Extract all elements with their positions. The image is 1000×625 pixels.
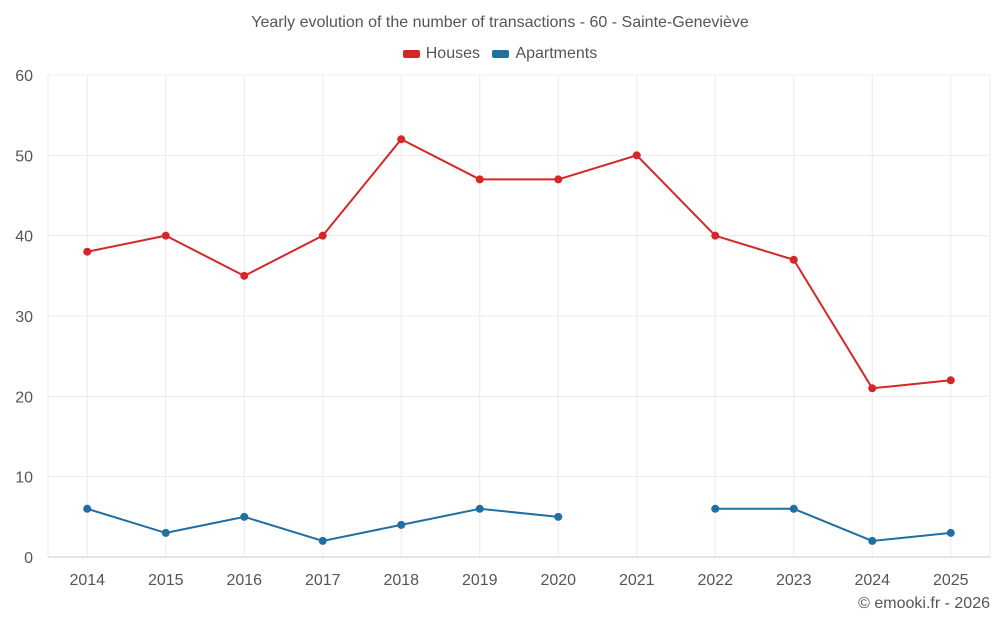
legend: Houses Apartments: [0, 45, 1000, 63]
y-tick-label: 30: [15, 309, 33, 326]
x-tick-label: 2021: [619, 572, 655, 589]
y-tick-label: 20: [15, 389, 33, 406]
data-point-apartments: [161, 528, 170, 537]
data-point-houses: [554, 175, 563, 184]
legend-label-apartments: Apartments: [515, 45, 598, 62]
x-tick-label: 2015: [148, 572, 184, 589]
data-point-apartments: [397, 520, 406, 529]
data-point-apartments: [554, 512, 563, 521]
data-point-houses: [632, 151, 641, 160]
data-point-apartments: [946, 528, 955, 537]
legend-label-houses: Houses: [425, 45, 480, 62]
y-tick-label: 60: [15, 68, 33, 85]
y-tick-label: 50: [15, 148, 33, 165]
x-tick-label: 2016: [226, 572, 262, 589]
data-point-houses: [475, 175, 484, 184]
data-point-houses: [397, 135, 406, 144]
data-point-houses: [240, 271, 249, 280]
y-tick-label: 40: [15, 229, 33, 246]
data-point-apartments: [789, 504, 798, 513]
legend-swatch-houses: [402, 50, 420, 58]
x-tick-label: 2017: [305, 572, 341, 589]
data-point-apartments: [711, 504, 720, 513]
x-tick-label: 2020: [540, 572, 576, 589]
data-point-houses: [868, 384, 877, 393]
series-line-apartments: [715, 507, 951, 542]
y-tick-label: 0: [24, 550, 33, 567]
x-tick-label: 2025: [933, 572, 969, 589]
data-point-houses: [83, 247, 92, 256]
x-tick-label: 2022: [697, 572, 733, 589]
x-tick-label: 2014: [69, 572, 105, 589]
data-point-houses: [946, 376, 955, 385]
legend-item-houses[interactable]: Houses: [402, 45, 480, 63]
data-point-houses: [711, 231, 720, 240]
data-point-houses: [789, 255, 798, 264]
data-point-apartments: [868, 536, 877, 545]
data-point-houses: [161, 231, 170, 240]
data-point-apartments: [475, 504, 484, 513]
x-tick-label: 2023: [776, 572, 812, 589]
data-point-houses: [318, 231, 327, 240]
data-point-apartments: [318, 536, 327, 545]
chart-title: Yearly evolution of the number of transa…: [251, 14, 749, 31]
series-line-houses: [87, 138, 951, 390]
x-tick-label: 2024: [854, 572, 890, 589]
legend-swatch-apartments: [492, 50, 510, 58]
x-tick-label: 2019: [462, 572, 498, 589]
legend-item-apartments[interactable]: Apartments: [492, 45, 597, 63]
data-point-apartments: [240, 512, 249, 521]
y-tick-label: 10: [15, 470, 33, 487]
credit-text: © emooki.fr - 2026: [858, 595, 990, 612]
x-tick-label: 2018: [383, 572, 419, 589]
data-point-apartments: [83, 504, 92, 513]
